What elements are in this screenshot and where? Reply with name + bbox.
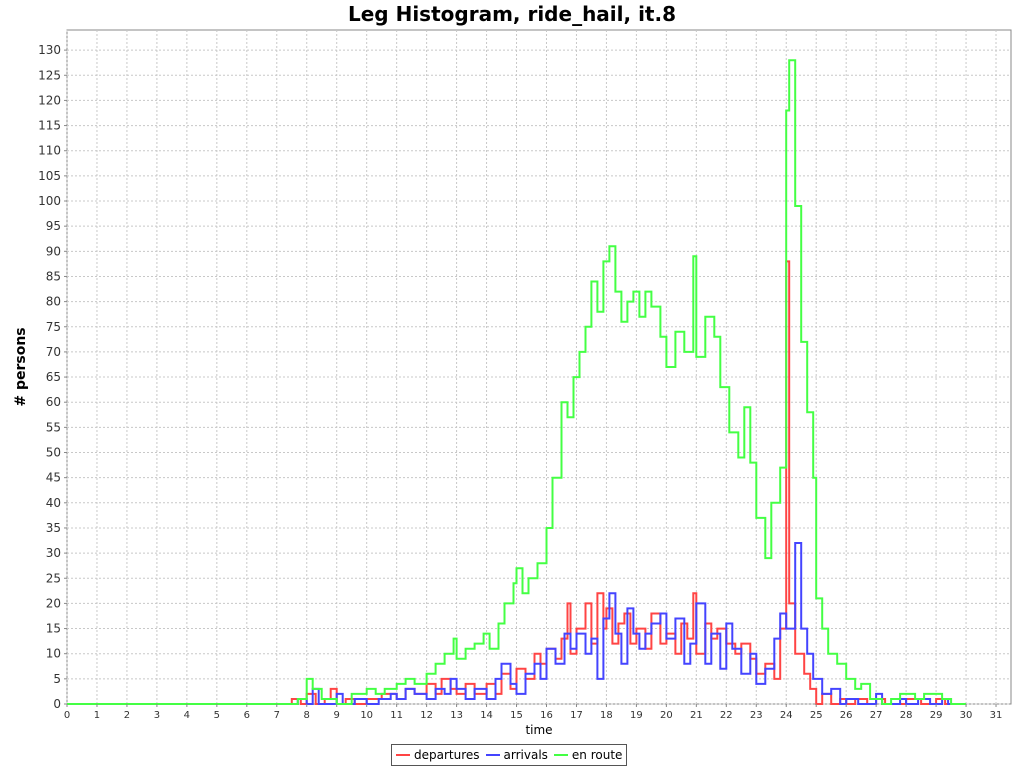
x-tick-label: 14 <box>480 710 493 721</box>
y-tick-label: 5 <box>53 672 61 686</box>
x-tick-label: 16 <box>540 710 553 721</box>
y-tick-label: 105 <box>38 169 61 183</box>
y-tick-label: 70 <box>46 345 61 359</box>
y-tick-label: 80 <box>46 295 61 309</box>
x-tick-label: 29 <box>930 710 943 721</box>
y-tick-label: 75 <box>46 320 61 334</box>
x-tick-label: 3 <box>154 710 160 721</box>
x-tick-label: 19 <box>630 710 643 721</box>
x-tick-label: 17 <box>570 710 583 721</box>
x-tick-label: 11 <box>390 710 403 721</box>
x-tick-label: 30 <box>960 710 973 721</box>
x-tick-label: 15 <box>510 710 523 721</box>
legend-label-en-route: en route <box>571 748 623 762</box>
x-tick-label: 26 <box>840 710 853 721</box>
x-tick-label: 23 <box>750 710 763 721</box>
y-tick-label: 40 <box>46 496 61 510</box>
plot-background <box>66 29 1012 705</box>
legend-swatch-departures <box>396 754 410 756</box>
y-tick-label: 60 <box>46 395 61 409</box>
x-tick-label: 9 <box>334 710 340 721</box>
x-tick-label: 10 <box>360 710 373 721</box>
legend: departures arrivals en route <box>391 744 628 766</box>
y-tick-label: 110 <box>38 144 61 158</box>
y-tick-label: 85 <box>46 269 61 283</box>
x-tick-label: 12 <box>420 710 433 721</box>
x-tick-label: 22 <box>720 710 733 721</box>
y-tick-label: 45 <box>46 471 61 485</box>
legend-swatch-en-route <box>553 754 568 756</box>
series-layer <box>67 59 966 705</box>
x-ticks: 0 1 2 3 4 5 6 7 8 9 10 11 12 13 14 15 16 17 18 19 20 21 22 23 24… <box>64 704 1003 721</box>
y-tick-label: 95 <box>46 219 61 233</box>
y-tick-label: 65 <box>46 370 61 384</box>
legend-swatch-arrivals <box>485 754 500 756</box>
legend-item-arrivals: arrivals <box>485 748 548 762</box>
x-tick-label: 5 <box>214 710 220 721</box>
y-tick-label: 120 <box>38 93 61 107</box>
x-tick-label: 31 <box>990 710 1003 721</box>
x-tick-label: 4 <box>184 710 190 721</box>
x-tick-label: 1 <box>94 710 100 721</box>
x-tick-label: 21 <box>690 710 703 721</box>
y-tick-label: 125 <box>38 68 61 82</box>
legend-item-departures: departures <box>396 748 480 762</box>
y-tick-label: 10 <box>46 647 61 661</box>
y-tick-label: 15 <box>46 622 61 636</box>
y-tick-label: 30 <box>46 546 61 560</box>
legend-item-en-route: en route <box>553 748 623 762</box>
x-tick-label: 25 <box>810 710 823 721</box>
y-axis-label: # persons <box>13 327 29 406</box>
legend-label-arrivals: arrivals <box>503 748 548 762</box>
y-tick-label: 55 <box>46 420 61 434</box>
legend-label-departures: departures <box>414 748 480 762</box>
y-tick-label: 115 <box>38 119 61 133</box>
x-tick-label: 27 <box>870 710 883 721</box>
x-tick-label: 2 <box>124 710 130 721</box>
y-tick-label: 130 <box>38 43 61 57</box>
y-tick-label: 25 <box>46 571 61 585</box>
x-tick-label: 18 <box>600 710 613 721</box>
x-tick-label: 8 <box>304 710 310 721</box>
x-tick-label: 28 <box>900 710 913 721</box>
grid <box>66 30 1011 705</box>
chart-title: Leg Histogram, ride_hail, it.8 <box>348 2 676 26</box>
x-tick-label: 7 <box>274 710 280 721</box>
y-ticks: 0 5 10 15 20 25 30 35 40 45 50 55 60 65 70 75 80 85 90 95 10… <box>38 43 67 711</box>
y-tick-label: 90 <box>46 244 61 258</box>
y-tick-label: 35 <box>46 521 61 535</box>
y-tick-label: 20 <box>46 596 61 610</box>
x-tick-label: 6 <box>244 710 250 721</box>
x-axis-label: time <box>525 723 552 737</box>
y-tick-label: 0 <box>53 697 61 711</box>
series-line-arrivals <box>67 542 966 705</box>
x-tick-label: 20 <box>660 710 673 721</box>
x-tick-label: 24 <box>780 710 793 721</box>
y-tick-label: 50 <box>46 446 61 460</box>
x-tick-label: 0 <box>64 710 70 721</box>
x-tick-label: 13 <box>450 710 463 721</box>
series-line-en-route <box>67 59 966 705</box>
y-tick-label: 100 <box>38 194 61 208</box>
